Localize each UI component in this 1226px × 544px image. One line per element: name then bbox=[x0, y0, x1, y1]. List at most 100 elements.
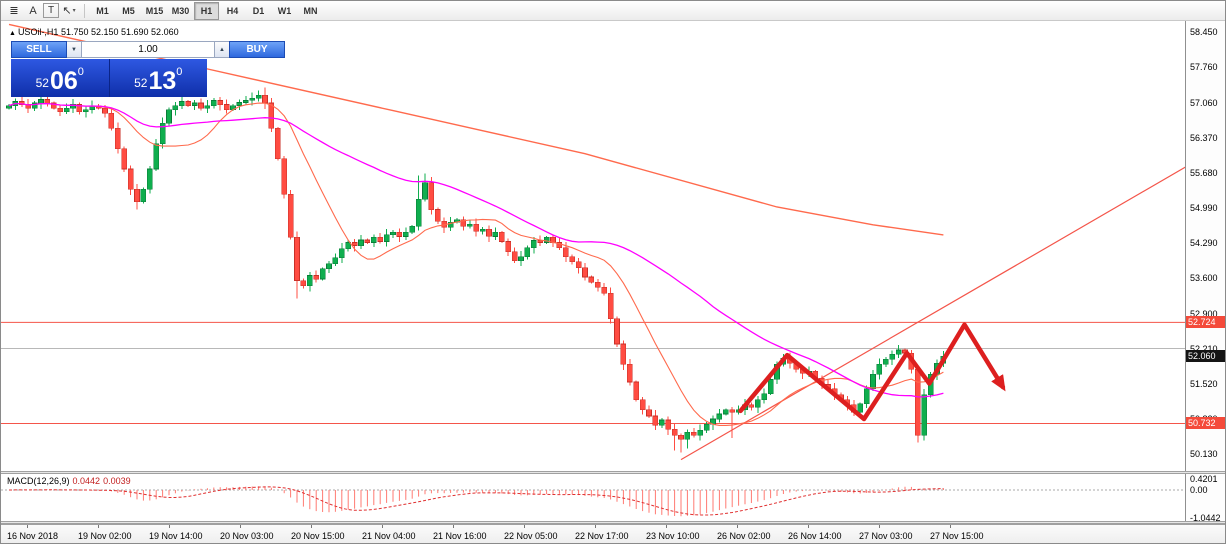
time-axis-tick bbox=[595, 525, 596, 528]
macd-name: MACD(12,26,9) bbox=[7, 476, 70, 486]
time-axis-tick bbox=[524, 525, 525, 528]
time-axis-label: 21 Nov 16:00 bbox=[433, 531, 487, 541]
price-axis-label: 54.290 bbox=[1190, 238, 1218, 248]
time-axis-label: 26 Nov 02:00 bbox=[717, 531, 771, 541]
time-axis-tick bbox=[737, 525, 738, 528]
price-axis-label: 50.130 bbox=[1190, 449, 1218, 459]
font-tool-icon[interactable]: A bbox=[29, 4, 37, 17]
main-toolbar: ≣ A T ↖ ▾ M1 M5 M15 M30 H1 H4 D1 W1 MN bbox=[1, 1, 1225, 21]
timeframe-button-M30[interactable]: M30 bbox=[171, 5, 190, 16]
lot-increase-button[interactable]: ▲ bbox=[215, 41, 229, 58]
trendline[interactable] bbox=[680, 166, 1185, 461]
macd-axis-label: 0.4201 bbox=[1190, 474, 1218, 484]
buy-price-pips: 13 bbox=[148, 66, 177, 95]
time-axis-tick bbox=[808, 525, 809, 528]
sell-price-display[interactable]: 52 06 0 bbox=[11, 59, 110, 97]
timeframe-button-M1[interactable]: M1 bbox=[96, 5, 109, 16]
toolbar-icon-group: ≣ A T ↖ ▾ bbox=[5, 3, 79, 19]
sell-price-point: 0 bbox=[77, 66, 84, 78]
sell-price-major: 52 bbox=[35, 76, 49, 90]
timeframe-button-M15[interactable]: M15 bbox=[145, 5, 164, 16]
price-axis-label: 56.370 bbox=[1190, 133, 1218, 143]
time-axis-tick bbox=[879, 525, 880, 528]
candles-layer bbox=[6, 87, 947, 453]
chart-title: ▲ USOil-,H1 51.750 52.150 51.690 52.060 bbox=[9, 27, 179, 37]
price-axis-label: 53.600 bbox=[1190, 273, 1218, 283]
time-axis-label: 27 Nov 03:00 bbox=[859, 531, 913, 541]
price-tag: 52.724 bbox=[1186, 316, 1225, 328]
time-axis-tick bbox=[98, 525, 99, 528]
time-axis-label: 23 Nov 10:00 bbox=[646, 531, 700, 541]
time-axis-tick bbox=[311, 525, 312, 528]
price-axis-label: 52.210 bbox=[1190, 344, 1218, 354]
dropdown-caret-icon: ▾ bbox=[72, 8, 76, 14]
sell-button[interactable]: SELL bbox=[11, 41, 67, 58]
macd-panel: MACD(12,26,9) 0.0442 0.0039 0.4201 0.00 -1.0… bbox=[1, 474, 1225, 521]
time-axis-tick bbox=[950, 525, 951, 528]
chart-panel: ▲ USOil-,H1 51.750 52.150 51.690 52.060 S… bbox=[1, 21, 1225, 471]
time-axis-label: 19 Nov 02:00 bbox=[78, 531, 132, 541]
buy-price-major: 52 bbox=[134, 76, 148, 90]
chart-window-icon[interactable]: ≣ bbox=[9, 5, 19, 17]
ma-fast-line bbox=[8, 102, 944, 426]
time-axis-label: 19 Nov 14:00 bbox=[149, 531, 203, 541]
price-axis-label: 57.060 bbox=[1190, 98, 1218, 108]
macd-histogram bbox=[14, 486, 944, 517]
macd-indicator-label: MACD(12,26,9) 0.0442 0.0039 bbox=[7, 476, 131, 486]
time-axis-tick bbox=[382, 525, 383, 528]
timeframe-button-W1[interactable]: W1 bbox=[277, 5, 292, 16]
macd-axis-label: 0.00 bbox=[1190, 485, 1208, 495]
horizontal-lines[interactable] bbox=[1, 321, 1185, 424]
time-axis-label: 22 Nov 17:00 bbox=[575, 531, 629, 541]
zigzag-annotation[interactable] bbox=[738, 322, 1006, 422]
price-tag: 50.732 bbox=[1186, 417, 1225, 429]
text-tool-icon[interactable]: T bbox=[43, 3, 59, 18]
cursor-tool-icon[interactable]: ↖ ▾ bbox=[62, 5, 76, 17]
panel-splitter[interactable] bbox=[1, 471, 1225, 474]
macd-axis[interactable]: 0.4201 0.00 -1.0442 bbox=[1185, 474, 1225, 521]
timeframe-toolbar: M1 M5 M15 M30 H1 H4 D1 W1 MN bbox=[90, 1, 324, 20]
time-axis-label: 20 Nov 03:00 bbox=[220, 531, 274, 541]
chart-symbol: USOil-,H1 bbox=[17, 27, 59, 37]
timeframe-button-H4[interactable]: H4 bbox=[226, 5, 239, 16]
macd-signal-value: 0.0039 bbox=[103, 476, 131, 486]
time-axis-tick bbox=[240, 525, 241, 528]
time-axis[interactable]: 16 Nov 2018 19 Nov 02:00 19 Nov 14:00 20 No… bbox=[1, 524, 1225, 543]
ma-slow-line bbox=[8, 102, 944, 398]
macd-signal-line bbox=[8, 486, 944, 516]
price-axis-label: 57.760 bbox=[1190, 62, 1218, 72]
time-axis-label: 27 Nov 15:00 bbox=[930, 531, 984, 541]
macd-canvas[interactable] bbox=[1, 474, 1185, 521]
lot-size-input[interactable] bbox=[81, 41, 215, 58]
timeframe-button-M5[interactable]: M5 bbox=[122, 5, 135, 16]
toolbar-separator bbox=[84, 3, 85, 18]
macd-axis-label: -1.0442 bbox=[1190, 513, 1221, 521]
time-axis-tick bbox=[666, 525, 667, 528]
time-axis-label: 21 Nov 04:00 bbox=[362, 531, 416, 541]
chart-ohlc: 51.750 52.150 51.690 52.060 bbox=[60, 27, 179, 37]
macd-main-value: 0.0442 bbox=[72, 476, 101, 486]
price-axis-label: 52.900 bbox=[1190, 309, 1218, 319]
price-chart-canvas[interactable] bbox=[1, 21, 1185, 471]
sell-price-pips: 06 bbox=[49, 66, 78, 95]
time-axis-tick bbox=[169, 525, 170, 528]
buy-price-display[interactable]: 52 13 0 bbox=[109, 59, 207, 97]
panel-splitter-2[interactable] bbox=[1, 521, 1225, 524]
collapse-chart-icon[interactable]: ▲ bbox=[9, 30, 16, 37]
price-axis-label: 55.680 bbox=[1190, 168, 1218, 178]
lot-decrease-button[interactable]: ▼ bbox=[67, 41, 81, 58]
time-axis-tick bbox=[453, 525, 454, 528]
buy-button[interactable]: BUY bbox=[229, 41, 285, 58]
timeframe-button-H1[interactable]: H1 bbox=[194, 1, 219, 20]
timeframe-button-D1[interactable]: D1 bbox=[252, 5, 265, 16]
time-axis-label: 22 Nov 05:00 bbox=[504, 531, 558, 541]
time-axis-label: 20 Nov 15:00 bbox=[291, 531, 345, 541]
time-axis-label: 16 Nov 2018 bbox=[7, 531, 59, 541]
price-tag: 52.060 bbox=[1186, 350, 1225, 362]
timeframe-button-MN[interactable]: MN bbox=[303, 5, 318, 16]
time-axis-label: 26 Nov 14:00 bbox=[788, 531, 842, 541]
price-axis[interactable]: 58.450 57.760 57.060 56.370 55.680 54.990 54.2… bbox=[1185, 21, 1225, 471]
price-axis-label: 58.450 bbox=[1190, 27, 1218, 37]
